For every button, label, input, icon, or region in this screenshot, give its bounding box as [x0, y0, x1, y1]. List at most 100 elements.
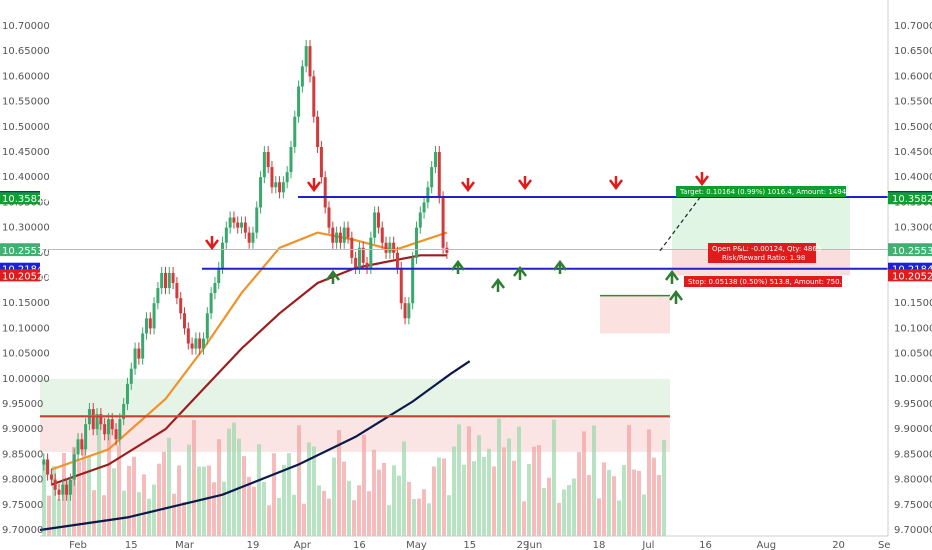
candle-body	[319, 146, 323, 178]
candle-body	[198, 338, 202, 349]
target-label: Target: 0.10164 (0.99%) 1016.4, Amount: …	[676, 186, 857, 197]
volume-bar	[122, 490, 126, 536]
candle-body	[399, 267, 403, 304]
price-badge-left	[0, 269, 40, 282]
candle-body	[156, 288, 160, 304]
candle-body	[167, 272, 171, 289]
candle-body	[414, 227, 418, 258]
volume-bar	[72, 446, 76, 536]
price-badge-left-text: 10.25537	[2, 246, 50, 257]
volume-bar	[242, 456, 246, 536]
up-arrow-icon	[451, 259, 465, 274]
price-badge-right	[888, 192, 932, 205]
stop-label-text: Stop: 0.05138 (0.50%) 513.8, Amount: 750…	[688, 278, 851, 286]
volume-bar	[477, 435, 481, 536]
y-tick-right: 10.50000	[894, 122, 932, 133]
volume-bar	[397, 475, 401, 536]
volume-bar	[202, 466, 206, 536]
candle-body	[376, 212, 380, 228]
candle-body	[171, 272, 175, 284]
volume-bar	[597, 498, 601, 536]
candle-body	[270, 167, 274, 188]
candle-body	[281, 182, 285, 193]
candle-body	[433, 152, 437, 168]
candle-body	[160, 272, 164, 289]
range-green-zone	[40, 378, 670, 420]
candle-body	[110, 419, 114, 430]
volume-bar	[287, 453, 291, 536]
y-tick-left: 10.30000	[2, 223, 50, 234]
candle-body	[106, 419, 110, 435]
candle-body	[76, 439, 80, 455]
candle-body	[262, 152, 266, 178]
volume-bar	[617, 500, 621, 536]
volume-bar	[537, 445, 541, 536]
volume-bar	[382, 462, 386, 536]
candle-body	[236, 222, 240, 228]
volume-bar	[377, 469, 381, 536]
volume-bar	[317, 485, 321, 536]
y-tick-left: 10.55000	[2, 97, 50, 108]
down-arrow-icon	[518, 176, 532, 191]
down-arrow-icon	[461, 178, 475, 193]
candle-body	[243, 222, 247, 233]
candle-body	[308, 46, 312, 77]
candle-body	[114, 429, 118, 440]
volume-bar	[357, 485, 361, 536]
candle-body	[152, 303, 156, 329]
y-tick-left: 10.00000	[2, 374, 50, 385]
volume-bar	[282, 464, 286, 536]
volume-bar	[497, 418, 501, 536]
volume-bar	[297, 425, 301, 536]
candle-body	[49, 474, 53, 480]
volume-bar	[557, 502, 561, 536]
candle-body	[285, 172, 289, 183]
volume-bar	[622, 464, 626, 536]
x-tick: Aug	[757, 540, 777, 550]
volume-bar	[492, 466, 496, 536]
y-tick-right: 10.10000	[894, 323, 932, 334]
volume-bar	[467, 426, 471, 536]
volume-bar	[82, 445, 86, 536]
candle-body	[331, 227, 335, 243]
range-red-zone	[40, 419, 670, 452]
candle-body	[84, 424, 88, 450]
volume-bar	[247, 476, 251, 536]
volume-bar	[612, 476, 616, 536]
volume-bar	[102, 495, 106, 536]
candle-body	[346, 227, 350, 238]
volume-bar	[472, 461, 476, 536]
volume-bar	[227, 428, 231, 536]
y-tick-right: 9.95000	[894, 399, 932, 410]
volume-bar	[577, 452, 581, 536]
volume-bar	[292, 494, 296, 536]
y-tick-right: 9.85000	[894, 449, 932, 460]
candle-body	[403, 303, 407, 319]
volume-bar	[587, 475, 591, 536]
volume-bar	[362, 434, 366, 536]
volume-bar	[322, 490, 326, 536]
volume-bar	[437, 457, 441, 536]
volume-bar	[232, 422, 236, 536]
volume-bar	[392, 465, 396, 536]
candle-body	[202, 338, 206, 349]
candle-body	[186, 328, 190, 344]
volume-bar	[462, 464, 466, 536]
volume-bar	[157, 463, 161, 536]
candle-body	[122, 404, 126, 420]
position-labels: Target: 0.10164 (0.99%) 1016.4, Amount: …	[676, 186, 857, 287]
candle-body	[205, 313, 209, 339]
candle-body	[194, 338, 198, 349]
price-badge-right	[888, 244, 932, 257]
x-tick: Jun	[526, 540, 543, 550]
y-tick-right: 10.05000	[894, 349, 932, 360]
volume-bar	[67, 480, 71, 536]
candle-body	[327, 207, 331, 228]
volume-bar	[652, 457, 656, 536]
volume-bar	[337, 430, 341, 536]
volume-bar	[272, 453, 276, 536]
volume-bar	[132, 456, 136, 536]
down-arrow-icon	[695, 172, 709, 187]
candle-body	[217, 267, 221, 284]
